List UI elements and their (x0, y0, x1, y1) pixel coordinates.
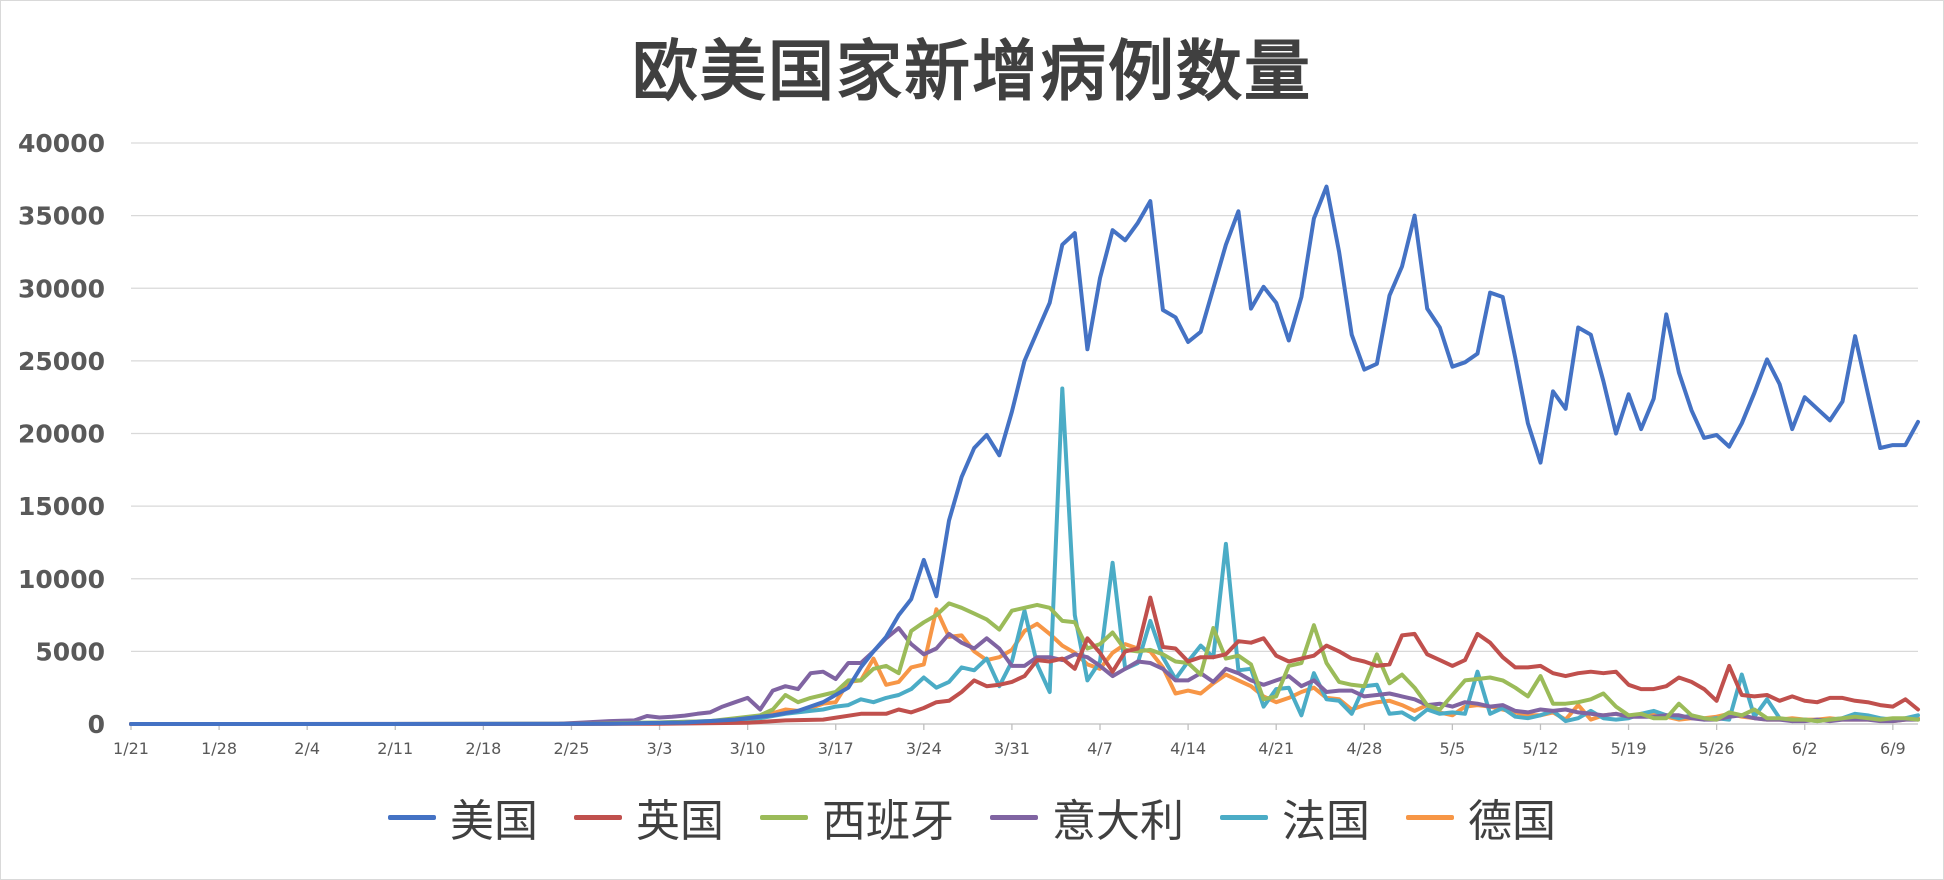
legend-swatch (574, 814, 622, 820)
y-tick-label: 30000 (18, 274, 105, 303)
y-tick-label: 40000 (18, 129, 105, 158)
legend-item: 英国 (574, 785, 724, 849)
legend-swatch (388, 814, 436, 820)
y-tick-label: 15000 (18, 492, 105, 521)
series-line-1 (129, 184, 1920, 726)
x-tick-label: 3/31 (994, 739, 1030, 758)
legend-label: 德国 (1468, 796, 1556, 847)
series-lines (129, 184, 1920, 726)
x-tick-label: 3/10 (730, 739, 766, 758)
x-tick-label: 1/21 (113, 739, 149, 758)
x-tick-label: 5/19 (1611, 739, 1647, 758)
y-tick-label: 35000 (18, 202, 105, 231)
x-tick-label: 6/2 (1792, 739, 1818, 758)
x-tick-label: 4/14 (1170, 739, 1206, 758)
series-line-4 (129, 626, 1920, 726)
legend-item: 美国 (388, 785, 538, 849)
y-axis-ticks: 0 5000 10000 15000 20000 25000 30000 35000 40000 (18, 129, 105, 739)
legend-label: 西班牙 (822, 796, 954, 847)
legend-item: 意大利 (990, 785, 1184, 849)
x-tick-label: 2/18 (465, 739, 501, 758)
x-tick-label: 5/5 (1439, 739, 1465, 758)
x-tick-label: 1/28 (201, 739, 237, 758)
y-tick-label: 25000 (18, 347, 105, 376)
legend-label: 意大利 (1052, 796, 1184, 847)
x-tick-label: 5/26 (1699, 739, 1735, 758)
legend-swatch (1220, 814, 1268, 820)
legend-label: 法国 (1282, 796, 1370, 847)
y-tick-label: 10000 (18, 565, 105, 594)
x-tick-label: 5/12 (1522, 739, 1558, 758)
y-tick-label: 0 (88, 710, 105, 739)
gridlines (131, 142, 1918, 725)
x-tick-label: 3/3 (647, 739, 673, 758)
x-tick-label: 6/9 (1880, 739, 1906, 758)
legend-item: 德国 (1406, 785, 1556, 849)
y-tick-label: 20000 (18, 420, 105, 449)
x-tick-label: 4/28 (1346, 739, 1382, 758)
legend: 美国 英国 西班牙 意大利 法国 德国 (0, 785, 1944, 849)
x-tick-label: 2/25 (553, 739, 589, 758)
legend-item: 西班牙 (760, 785, 954, 849)
x-axis-ticks: 1/21 1/28 2/4 2/11 2/18 2/25 3/3 3/10 3/17 3/24 3/… (113, 724, 1906, 758)
x-tick-label: 4/7 (1087, 739, 1113, 758)
series-line-2 (129, 595, 1920, 726)
legend-label: 美国 (450, 796, 538, 847)
legend-swatch (1406, 814, 1454, 820)
x-tick-label: 2/11 (377, 739, 413, 758)
series-line-3 (129, 601, 1920, 726)
legend-swatch (990, 814, 1038, 820)
legend-swatch (760, 814, 808, 820)
legend-label: 英国 (636, 796, 724, 847)
chart-title: 欧美国家新增病例数量 (632, 32, 1312, 110)
x-tick-label: 3/24 (906, 739, 942, 758)
x-tick-label: 2/4 (294, 739, 320, 758)
x-tick-label: 4/21 (1258, 739, 1294, 758)
legend-item: 法国 (1220, 785, 1370, 849)
y-tick-label: 5000 (35, 637, 105, 666)
x-tick-label: 3/17 (818, 739, 854, 758)
